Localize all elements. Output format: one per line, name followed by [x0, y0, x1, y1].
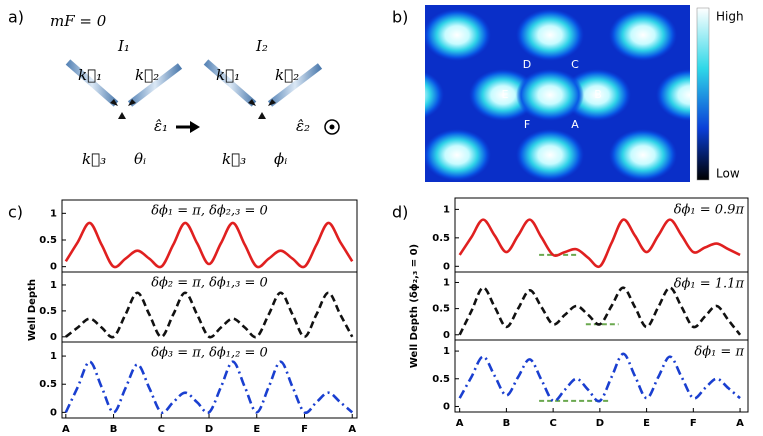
state-label: mF = 0: [50, 12, 107, 30]
y-tick-label: 0: [50, 407, 57, 418]
lattice-site: [656, 69, 690, 121]
y-tick-label: 0: [50, 332, 57, 343]
intensity: I₂: [255, 37, 268, 55]
annotation: δϕ₁ = π: [694, 345, 744, 360]
panel-label: c): [8, 203, 23, 222]
panel-label: b): [392, 8, 408, 27]
y-tick-label: 0: [50, 262, 57, 273]
plot-frame: [454, 339, 749, 413]
x-tick-label: F: [301, 424, 308, 435]
annotation: δϕ₃ = π, δϕ₁,₂ = 0: [151, 346, 268, 361]
y-tick-label: 1: [443, 277, 450, 288]
y-tick-label: 0: [443, 330, 450, 341]
out-of-plane-symbol: [324, 119, 340, 135]
y-axis-label: Well Depth (δϕ₂,₃ = 0): [409, 244, 420, 368]
x-tick-label: D: [596, 418, 604, 429]
colorbar-label: Low: [716, 167, 740, 181]
colorbar-label: High: [716, 10, 744, 24]
site-label: B: [594, 88, 602, 101]
x-tick-label: A: [736, 418, 744, 429]
annotation: δϕ₂ = π, δϕ₁,₃ = 0: [151, 276, 268, 291]
x-tick-label: E: [643, 418, 650, 429]
wavevector: k⃗₃: [82, 150, 106, 168]
beams-2: [203, 59, 323, 180]
y-tick-label: 0.5: [39, 235, 57, 246]
y-tick-label: 0: [443, 261, 450, 272]
wavevector: k⃗₂: [275, 66, 299, 84]
y-tick-label: 1: [50, 280, 57, 291]
x-tick-label: C: [549, 418, 556, 429]
lattice-site: [516, 9, 584, 61]
y-tick-label: 1: [443, 204, 450, 215]
lattice-site: [609, 9, 677, 61]
data-line: [64, 360, 354, 415]
lattice-site: [425, 9, 491, 61]
heatmap: [425, 9, 690, 181]
intensity: I₁: [117, 37, 130, 55]
panel-label: a): [8, 8, 24, 27]
lattice-site: [425, 129, 491, 181]
polarization: ε̂₁: [154, 117, 168, 135]
lattice-site: [609, 129, 677, 181]
site-label: A: [571, 118, 579, 131]
data-line: [458, 286, 742, 336]
lattice-site: [516, 129, 584, 181]
wavevector: k⃗₃: [222, 150, 246, 168]
y-tick-label: 0.5: [432, 374, 450, 385]
y-tick-label: 0.5: [39, 379, 57, 390]
polarization-arrow: [176, 121, 200, 133]
site-label: E: [502, 88, 509, 101]
lattice-site: [563, 69, 631, 121]
data-line: [64, 221, 354, 269]
colorbar: [696, 7, 710, 181]
site-label: D: [523, 58, 531, 71]
annotation: δϕ₁ = π, δϕ₂,₃ = 0: [151, 204, 268, 219]
lattice-site: [425, 71, 444, 119]
x-tick-label: B: [503, 418, 511, 429]
y-tick-label: 0.5: [39, 306, 57, 317]
panel-label: d): [392, 203, 408, 222]
y-tick-label: 1: [50, 208, 57, 219]
x-tick-label: B: [110, 424, 118, 435]
y-axis-label: Well Depth: [27, 279, 38, 341]
y-tick-label: 1: [50, 351, 57, 362]
wavevector: k⃗₂: [135, 66, 159, 84]
data-line: [458, 218, 741, 269]
x-tick-label: D: [205, 424, 213, 435]
x-tick-label: A: [348, 424, 356, 435]
annotation: δϕ₁ = 0.9π: [674, 203, 745, 218]
beams-1: [65, 59, 183, 180]
y-tick-label: 0.5: [432, 233, 450, 244]
wavevector: k⃗₁: [78, 66, 102, 84]
site-label: F: [524, 118, 530, 131]
x-tick-label: E: [253, 424, 260, 435]
lattice-site: [469, 69, 537, 121]
data-line: [458, 352, 741, 403]
x-tick-label: A: [62, 424, 70, 435]
lattice-site: [516, 69, 584, 121]
site-label: C: [571, 58, 579, 71]
arrowheads: [110, 99, 276, 119]
data-line: [65, 291, 354, 339]
angle: θᵢ: [134, 150, 146, 168]
wavevector: k⃗₁: [216, 66, 240, 84]
annotation: δϕ₁ = 1.1π: [674, 277, 745, 292]
polarization: ε̂₂: [296, 117, 310, 135]
x-tick-label: A: [456, 418, 464, 429]
y-tick-label: 0.5: [432, 304, 450, 315]
y-tick-label: 0: [443, 401, 450, 412]
x-tick-label: C: [158, 424, 165, 435]
x-tick-label: F: [690, 418, 697, 429]
y-tick-label: 1: [443, 346, 450, 357]
angle: ϕᵢ: [274, 150, 287, 168]
